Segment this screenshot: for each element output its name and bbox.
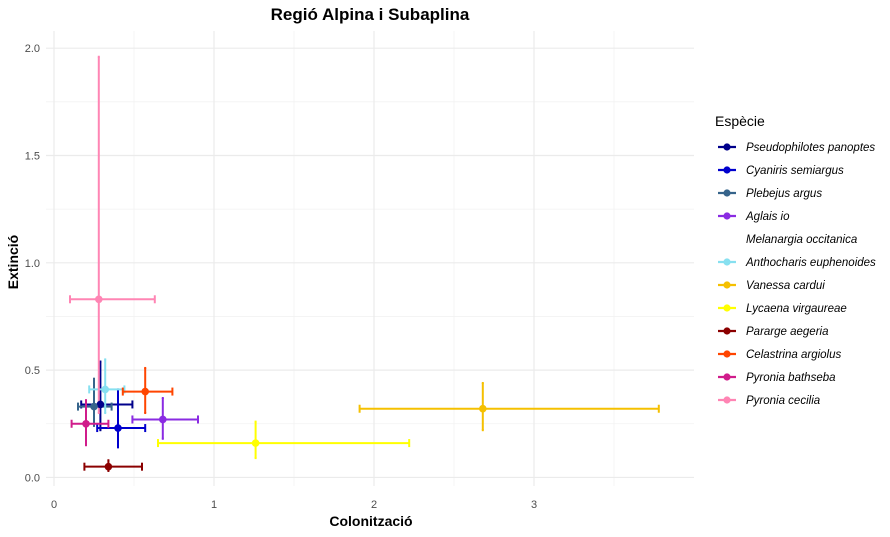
legend-key-point — [723, 350, 731, 358]
legend-item: Pyronia bathseba — [718, 372, 836, 384]
y-tick-labels: 0.0 0.5 1.0 1.5 2.0 — [25, 43, 40, 484]
legend-key-point — [723, 166, 731, 174]
legend-label: Vanessa cardui — [746, 280, 825, 292]
y-tick-label: 0.0 — [25, 472, 40, 484]
legend-item: Pyronia cecilia — [718, 395, 820, 407]
legend-item: Lycaena virgaureae — [718, 303, 847, 315]
legend-item: Plebejus argus — [718, 188, 822, 200]
x-tick-label: 1 — [211, 499, 217, 511]
data-point — [90, 402, 98, 411]
x-tick-label: 2 — [371, 499, 377, 511]
x-axis-label: Colonització — [329, 513, 412, 529]
legend-key-point — [723, 281, 731, 289]
data-point — [96, 400, 105, 409]
x-tick-labels: 0 1 2 3 — [51, 499, 537, 511]
grid — [46, 31, 694, 486]
y-axis-label: Extinció — [5, 235, 21, 289]
data-point — [82, 419, 90, 428]
legend-item: Cyaniris semiargus — [718, 165, 844, 177]
x-tick-label: 3 — [531, 499, 537, 511]
data-point — [114, 424, 122, 432]
data-point — [251, 439, 260, 447]
legend-key-point — [723, 143, 731, 151]
legend-item: Vanessa cardui — [718, 280, 825, 292]
data-point — [104, 462, 113, 471]
legend-key-point — [723, 258, 731, 266]
error-bars — [69, 55, 660, 472]
data-point — [479, 404, 487, 413]
legend-key-point — [723, 212, 731, 220]
y-tick-label: 1.5 — [25, 150, 40, 162]
legend-item: Celastrina argiolus — [718, 349, 841, 361]
chart-title: Regió Alpina i Subaplina — [271, 5, 470, 24]
legend-label: Aglais io — [745, 211, 790, 223]
legend-label: Melanargia occitanica — [746, 234, 857, 246]
data-point — [95, 295, 103, 304]
legend-label: Pararge aegeria — [746, 326, 828, 338]
legend-label: Celastrina argiolus — [746, 349, 841, 361]
legend-key-point — [723, 189, 731, 197]
legend-item: Anthocharis euphenoides — [718, 257, 876, 269]
legend-title: Espècie — [715, 113, 765, 129]
legend-label: Anthocharis euphenoides — [745, 257, 876, 269]
legend-label: Lycaena virgaureae — [746, 303, 847, 315]
x-tick-label: 0 — [51, 499, 57, 511]
data-point — [159, 415, 167, 424]
legend-key-point — [723, 327, 731, 335]
y-tick-label: 0.5 — [25, 365, 40, 377]
legend-label: Pyronia cecilia — [746, 395, 820, 407]
legend-key-point — [723, 235, 731, 243]
data-point — [101, 385, 109, 394]
legend-key-point — [723, 304, 731, 312]
legend-label: Cyaniris semiargus — [746, 165, 844, 177]
data-point — [141, 387, 149, 396]
legend-item: Aglais io — [718, 211, 790, 223]
data-points — [82, 295, 487, 471]
legend-item: Melanargia occitanica — [718, 234, 857, 246]
y-tick-label: 2.0 — [25, 43, 40, 55]
legend-key-point — [723, 396, 731, 404]
legend-label: Pyronia bathseba — [746, 372, 836, 384]
legend: Espècie Pseudophilotes panoptes Cyaniris … — [715, 113, 876, 407]
legend-item: Pararge aegeria — [718, 326, 828, 338]
legend-label: Pseudophilotes panoptes — [746, 142, 875, 154]
y-tick-label: 1.0 — [25, 258, 40, 270]
legend-key-point — [723, 373, 731, 381]
legend-label: Plebejus argus — [746, 188, 822, 200]
legend-item: Pseudophilotes panoptes — [718, 142, 875, 154]
